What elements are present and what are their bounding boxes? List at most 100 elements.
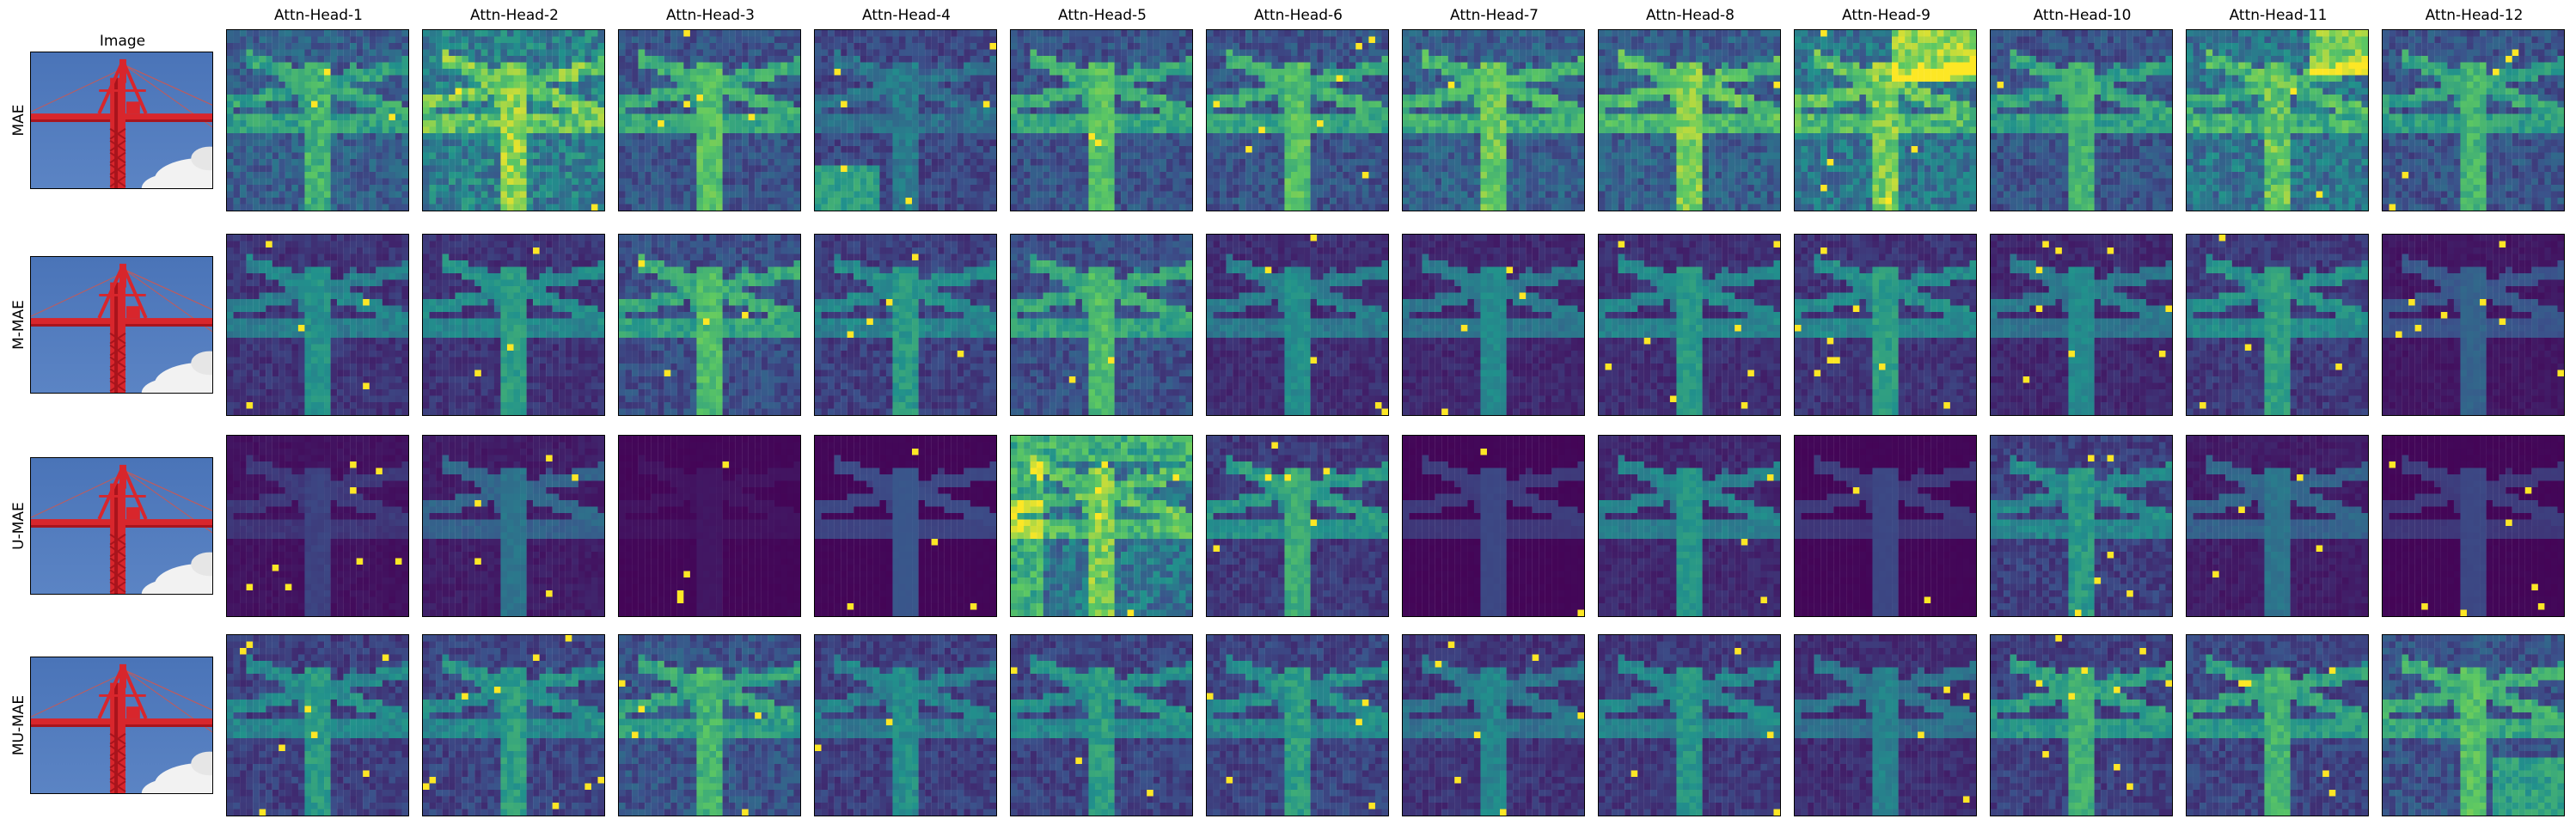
attention-map-u-mae-head-7 [1402,435,1585,617]
head-title-4: Attn-Head-4 [814,7,999,24]
attention-map-m-mae-head-12 [2382,234,2565,416]
attention-heatmap [2383,235,2564,415]
attention-map-mae-head-10 [1990,29,2173,211]
row-label-mae: MAE [10,104,28,136]
attention-map-mae-head-5 [1010,29,1193,211]
head-title-5: Attn-Head-5 [1010,7,1195,24]
attention-heatmap [1403,235,1584,415]
attention-map-mae-head-7 [1402,29,1585,211]
attention-heatmap [1403,30,1584,211]
attention-heatmap [1011,235,1192,415]
attention-heatmap [227,635,408,816]
attention-map-u-mae-head-1 [226,435,409,617]
attention-heatmap [1795,436,1976,616]
attention-heatmap [619,235,800,415]
attention-heatmap [1991,436,2172,616]
attention-heatmap [227,436,408,616]
row-label-m-mae: M-MAE [10,300,28,350]
attention-heatmap [2383,30,2564,211]
attention-map-mu-mae-head-2 [422,634,605,816]
attention-map-m-mae-head-6 [1206,234,1389,416]
attention-map-mae-head-8 [1598,29,1781,211]
attention-map-mae-head-2 [422,29,605,211]
attention-map-mae-head-11 [2186,29,2369,211]
attention-heatmap [619,635,800,816]
attention-heatmap [815,635,996,816]
attention-heatmap [1599,436,1780,616]
attention-map-u-mae-head-3 [618,435,801,617]
attention-heatmap [1795,235,1976,415]
attention-map-mae-head-3 [618,29,801,211]
attention-heatmap [1991,235,2172,415]
attention-map-mu-mae-head-6 [1206,634,1389,816]
attention-map-m-mae-head-9 [1794,234,1977,416]
attention-map-u-mae-head-2 [422,435,605,617]
attention-map-u-mae-head-8 [1598,435,1781,617]
attention-map-mu-mae-head-12 [2382,634,2565,816]
attention-heatmap [1403,635,1584,816]
attention-map-m-mae-head-8 [1598,234,1781,416]
attention-map-mu-mae-head-8 [1598,634,1781,816]
input-image-u-mae [30,457,213,595]
attention-map-mu-mae-head-1 [226,634,409,816]
attention-map-mu-mae-head-10 [1990,634,2173,816]
attention-map-mu-mae-head-4 [814,634,997,816]
attention-map-m-mae-head-4 [814,234,997,416]
attention-map-m-mae-head-10 [1990,234,2173,416]
attention-map-m-mae-head-11 [2186,234,2369,416]
attention-map-u-mae-head-6 [1206,435,1389,617]
head-title-3: Attn-Head-3 [618,7,803,24]
attention-map-u-mae-head-9 [1794,435,1977,617]
attention-map-m-mae-head-7 [1402,234,1585,416]
attention-heatmap [815,436,996,616]
row-label-mu-mae: MU-MAE [10,695,28,755]
attention-heatmap [1599,235,1780,415]
attention-map-mae-head-12 [2382,29,2565,211]
crane-photo [31,458,212,594]
attention-heatmap [423,635,604,816]
attention-map-mae-head-9 [1794,29,1977,211]
row-label-u-mae: U-MAE [10,502,28,550]
crane-photo [31,52,212,188]
attention-heatmap [423,436,604,616]
head-title-6: Attn-Head-6 [1206,7,1391,24]
head-title-7: Attn-Head-7 [1402,7,1587,24]
attention-map-m-mae-head-1 [226,234,409,416]
attention-map-m-mae-head-2 [422,234,605,416]
attention-map-mae-head-4 [814,29,997,211]
attention-map-mu-mae-head-7 [1402,634,1585,816]
crane-photo [31,657,212,793]
head-title-9: Attn-Head-9 [1794,7,1979,24]
attention-map-u-mae-head-11 [2186,435,2369,617]
attention-heatmap [2187,235,2368,415]
input-image-mae [30,52,213,189]
attention-map-mu-mae-head-9 [1794,634,1977,816]
attention-map-mae-head-6 [1206,29,1389,211]
image-column-title: Image [30,33,215,50]
attention-heatmap [1207,436,1388,616]
attention-heatmap [815,30,996,211]
attention-heatmap [1207,235,1388,415]
head-title-8: Attn-Head-8 [1598,7,1783,24]
head-title-12: Attn-Head-12 [2382,7,2567,24]
attention-heatmap [1207,635,1388,816]
attention-map-mu-mae-head-3 [618,634,801,816]
attention-map-u-mae-head-4 [814,435,997,617]
attention-map-m-mae-head-3 [618,234,801,416]
attention-map-m-mae-head-5 [1010,234,1193,416]
attention-map-u-mae-head-10 [1990,435,2173,617]
attention-heatmap [619,30,800,211]
attention-heatmap [1991,30,2172,211]
attention-map-u-mae-head-5 [1010,435,1193,617]
attention-heatmap [1795,30,1976,211]
head-title-1: Attn-Head-1 [226,7,411,24]
head-title-10: Attn-Head-10 [1990,7,2175,24]
attention-heatmap [1207,30,1388,211]
attention-heatmap [815,235,996,415]
attention-heatmap [423,235,604,415]
attention-heatmap [1011,30,1192,211]
head-title-2: Attn-Head-2 [422,7,607,24]
attention-heatmap [1011,635,1192,816]
attention-heatmap [1403,436,1584,616]
